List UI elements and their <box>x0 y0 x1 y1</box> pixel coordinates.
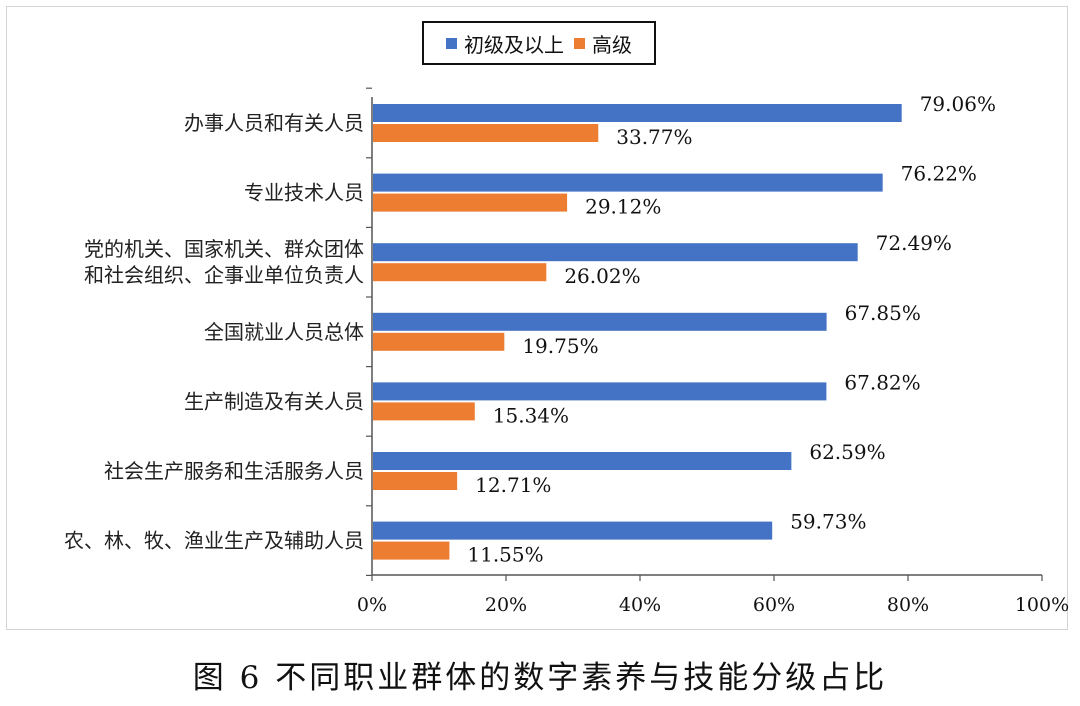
bar-series-2 <box>373 332 505 351</box>
x-tick-label: 100% <box>1015 594 1069 616</box>
category-label: 农、林、牧、渔业生产及辅助人员 <box>64 529 364 553</box>
legend-label-series-2: 高级 <box>592 32 632 57</box>
data-label-series-2: 15.34% <box>493 403 569 427</box>
bar-series-2 <box>373 402 475 421</box>
category-label: 专业技术人员 <box>244 181 364 205</box>
category-label: 全国就业人员总体 <box>204 320 364 344</box>
bar-series-2 <box>373 541 450 560</box>
bar-series-2 <box>373 124 599 142</box>
bar-series-1 <box>373 104 902 122</box>
category-label: 党的机关、国家机关、群众团体 <box>84 237 364 261</box>
data-label-series-1: 67.82% <box>844 370 920 394</box>
category-label: 办事人员和有关人员 <box>184 111 364 135</box>
legend-item-series-2: 高级 <box>574 29 632 58</box>
bar-series-1 <box>373 452 792 470</box>
figure-caption: 图 6 不同职业群体的数字素养与技能分级占比 <box>192 660 888 696</box>
legend: 初级及以上 高级 <box>422 21 656 65</box>
bar-series-1 <box>373 521 773 540</box>
category-label: 和社会组织、企事业单位负责人 <box>84 263 364 287</box>
bar-chart: 0% 20% 40% 60% 80% 100% 79.06% 33.77% 办事人员和有关人员 7… <box>64 87 1069 616</box>
bar-series-1 <box>373 243 858 262</box>
x-tick-label: 0% <box>357 594 387 616</box>
x-tick-label: 40% <box>619 594 661 616</box>
legend-label-series-1: 初级及以上 <box>464 32 564 57</box>
x-tick-label: 80% <box>887 594 929 616</box>
data-label-series-2: 26.02% <box>564 264 640 288</box>
data-label-series-2: 12.71% <box>475 473 551 497</box>
chart-frame <box>6 6 1068 630</box>
bar-series-2 <box>373 263 547 282</box>
data-label-series-1: 67.85% <box>845 301 921 325</box>
data-label-series-1: 59.73% <box>790 510 866 534</box>
category-label: 生产制造及有关人员 <box>184 389 364 413</box>
x-tick-label: 60% <box>753 594 795 616</box>
legend-swatch-series-1 <box>446 37 457 49</box>
x-tick-label: 20% <box>485 594 527 616</box>
legend-swatch-series-2 <box>574 37 585 49</box>
data-label-series-1: 72.49% <box>876 231 952 255</box>
data-label-series-1: 62.59% <box>809 440 885 464</box>
data-label-series-1: 76.22% <box>901 162 977 186</box>
data-label-series-2: 11.55% <box>467 543 543 567</box>
bar-series-1 <box>373 173 883 192</box>
data-label-series-2: 29.12% <box>585 195 661 219</box>
data-label-series-1: 79.06% <box>920 92 996 116</box>
legend-item-series-1: 初级及以上 <box>446 29 564 58</box>
bar-series-1 <box>373 382 827 401</box>
bar-series-2 <box>373 472 458 490</box>
category-label: 社会生产服务和生活服务人员 <box>104 459 364 483</box>
bar-series-1 <box>373 312 827 331</box>
data-label-series-2: 19.75% <box>522 334 598 358</box>
data-label-series-2: 33.77% <box>616 125 692 149</box>
bar-series-2 <box>373 193 568 212</box>
